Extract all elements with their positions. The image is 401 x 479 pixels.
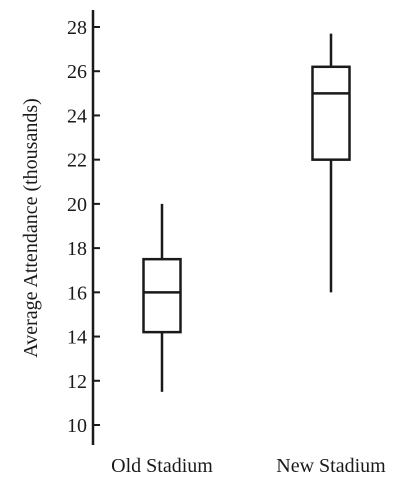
x-category-label: Old Stadium [111, 455, 213, 477]
y-tick-label: 16 [67, 282, 87, 304]
x-axis-labels: Old Stadium New Stadium [111, 455, 386, 477]
box-plot-series [142, 33, 351, 392]
box-new-stadium [311, 33, 351, 293]
y-axis-title: Average Attendance (thousands) [20, 98, 42, 358]
y-tick-label: 18 [67, 238, 87, 260]
y-tick-label: 24 [67, 105, 87, 127]
interquartile-box [311, 65, 351, 161]
y-tick-label: 12 [67, 371, 87, 393]
y-tick-label: 28 [67, 17, 87, 39]
y-tick-label: 22 [67, 150, 87, 172]
y-tick-label: 26 [67, 61, 87, 83]
y-tick-label: 14 [67, 327, 87, 349]
y-tick-label: 10 [67, 415, 87, 437]
y-axis: 10 12 14 16 18 20 22 24 26 28 [67, 10, 100, 445]
box-old-stadium [142, 203, 182, 392]
interquartile-box [142, 257, 182, 334]
y-tick-label: 20 [67, 194, 87, 216]
x-category-label: New Stadium [276, 455, 386, 477]
